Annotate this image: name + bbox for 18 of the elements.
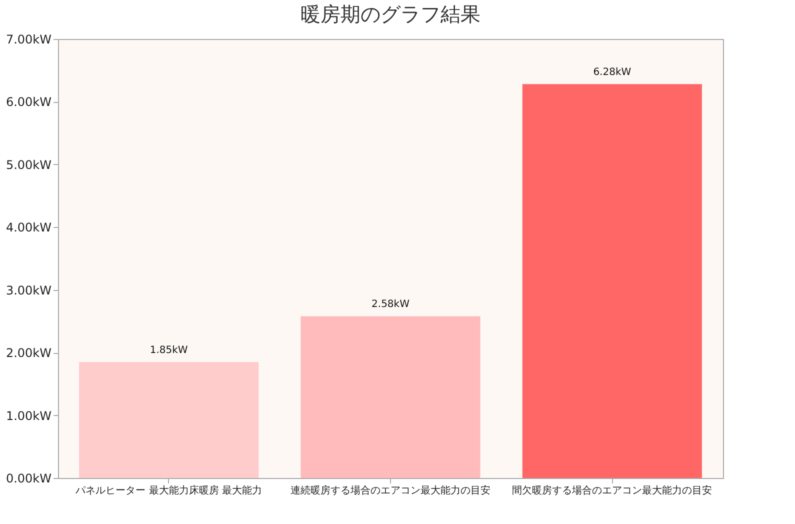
- bar: [522, 84, 702, 478]
- y-tick-label: 5.00kW: [6, 158, 52, 172]
- chart-title: 暖房期のグラフ結果: [300, 2, 480, 26]
- x-tick-label: パネルヒーター 最大能力床暖房 最大能力: [74, 484, 262, 496]
- y-tick-label: 0.00kW: [6, 472, 52, 486]
- data-label: 6.28kW: [593, 67, 632, 78]
- y-tick-label: 4.00kW: [6, 220, 52, 235]
- bar: [79, 362, 259, 478]
- y-tick-label: 3.00kW: [6, 283, 52, 298]
- y-tick-label: 1.00kW: [6, 408, 52, 423]
- bar: [300, 316, 480, 478]
- y-tick-label: 7.00kW: [6, 32, 52, 46]
- y-tick-label: 6.00kW: [6, 95, 52, 110]
- x-tick-label: 間欠暖房する場合のエアコン最大能力の目安: [512, 484, 712, 496]
- data-label: 2.58kW: [372, 299, 410, 310]
- x-tick-label: 連続暖房する場合のエアコン最大能力の目安: [290, 484, 490, 496]
- y-tick-label: 2.00kW: [6, 346, 52, 360]
- data-label: 1.85kW: [150, 344, 188, 356]
